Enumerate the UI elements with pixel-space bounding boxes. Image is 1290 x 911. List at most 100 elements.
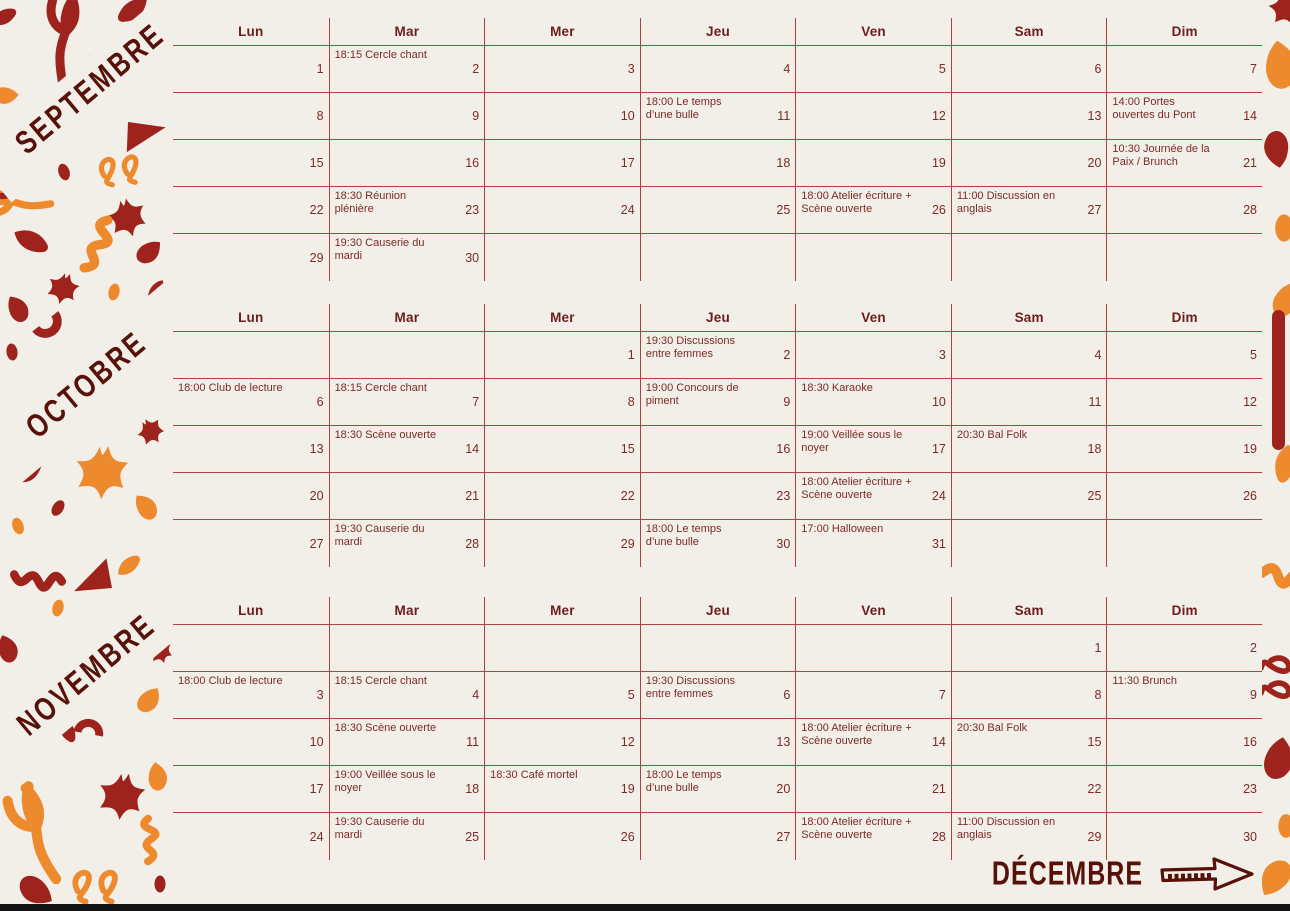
day-header-lun: Lun [238,24,264,39]
calendar-cell: 29 [173,234,329,281]
day-number: 11 [466,735,480,749]
week-row: 24 19:30 Causerie du mardi 25 26 27 18:00 Ate… [173,813,1262,860]
calendar-cell: 27 [639,813,796,860]
calendar-cell: 18:00 Atelier écriture + Scène ouverte 28 [795,813,951,860]
day-number: 23 [776,489,791,503]
calendar-cell: 19:30 Causerie du mardi 30 [328,234,485,281]
calendar-cell: 8 [950,672,1107,718]
calendar-cell: 14:00 Portes ouvertes du Pont 14 [1106,93,1262,139]
day-number: 27 [309,536,324,551]
calendar-cell: 19:30 Discussions entre femmes 6 [639,672,796,718]
calendar-cell: 18:30 Scène ouverte 14 [328,426,485,472]
calendar-cell [1106,520,1262,567]
calendar-cell: 18:00 Atelier écriture + Scène ouverte 26 [795,187,951,233]
calendar-cell: 18:00 Le temps d’une bulle 30 [639,520,796,567]
day-number: 10 [309,735,324,749]
calendar-cell [639,234,796,281]
calendar-cell: 18:15 Cercle chant 7 [328,379,485,425]
calendar-cell [173,332,329,378]
calendar-cell [950,520,1107,567]
day-number: 19 [620,782,635,796]
day-number: 30 [465,250,480,265]
event-text: 19:30 Causerie du mardi [334,237,425,263]
day-number: 6 [783,688,791,702]
event-text: 18:00 Atelier écriture + Scène ouverte [801,816,912,842]
day-number: 5 [938,62,946,76]
day-header-ven: Ven [795,304,951,331]
calendar-cell: 23 [639,473,796,519]
event-text: 18:30 Scène ouverte [334,429,437,441]
month-table-novembre: Lun Mar Mer Jeu Ven Sam Dim 1 2 18:00 Club de lec… [173,597,1262,860]
calendar-cell: 27 [173,520,329,567]
day-number: 22 [1087,782,1102,796]
day-number: 19 [1243,442,1257,456]
day-header-lun: Lun [238,603,264,618]
day-number: 14 [931,735,946,749]
day-header-jeu: Jeu [639,304,796,331]
day-number: 28 [1243,203,1257,217]
day-number: 15 [1087,735,1102,749]
day-number: 7 [472,395,480,409]
day-number: 3 [316,688,324,702]
day-header-mer: Mer [484,597,640,624]
calendar-cell: 1 [950,625,1107,671]
day-number: 6 [316,395,324,409]
day-number: 2 [1250,641,1257,655]
day-number: 30 [1243,829,1257,844]
week-row: 29 19:30 Causerie du mardi 30 [173,234,1262,281]
day-number: 11 [777,109,791,123]
calendar-cell: 24 [173,813,329,860]
day-number: 18 [776,156,791,170]
calendar-cell: 19:00 Veillée sous le noyer 18 [328,766,485,812]
calendar-cell: 12 [1106,379,1262,425]
calendar-cell: 19:30 Causerie du mardi 25 [328,813,485,860]
event-text: 19:00 Concours de piment [645,382,739,408]
day-number: 12 [1243,395,1257,409]
day-number: 7 [938,688,946,702]
day-number: 15 [620,442,635,456]
left-decorative-strip: SEPTEMBRE OCTOBRE NOVEMBRE [0,0,173,904]
calendar-cell: 22 [173,187,329,233]
day-number: 11 [1088,395,1102,409]
calendar-cell: 18:15 Cercle chant 4 [328,672,485,718]
event-text: 18:00 Le temps d’une bulle [645,523,722,549]
day-header-row: Lun Mar Mer Jeu Ven Sam Dim [173,304,1262,332]
calendar-cell: 13 [950,93,1107,139]
calendar-cell: 18 [639,140,796,186]
day-number: 21 [465,489,480,503]
week-row: 18:00 Club de lecture 6 18:15 Cercle chant… [173,379,1262,426]
day-number: 25 [776,203,791,217]
month-table-septembre: Lun Mar Mer Jeu Ven Sam Dim 1 18:15 Cercle chant… [173,18,1262,281]
calendar-area: Lun Mar Mer Jeu Ven Sam Dim 1 18:15 Cercle chant… [173,0,1262,860]
event-text: 11:30 Brunch [1112,675,1178,687]
event-text: 18:30 Scène ouverte [334,722,437,734]
day-number: 7 [1250,62,1257,76]
day-number: 5 [1250,348,1257,362]
calendar-cell: 20 [950,140,1107,186]
day-header-sam: Sam [950,304,1107,331]
month-table-octobre: Lun Mar Mer Jeu Ven Sam Dim 1 19:30 Discussions … [173,304,1262,567]
event-text: 11:00 Discussion en anglais [956,816,1056,842]
day-number: 8 [627,395,635,409]
calendar-cell: 19:00 Concours de piment 9 [639,379,796,425]
calendar-cell: 25 [639,187,796,233]
day-number: 27 [776,829,791,844]
day-number: 22 [309,203,324,217]
calendar-cell: 19 [1106,426,1262,472]
event-text: 10:30 Journée de la Paix / Brunch [1112,143,1210,169]
day-number: 22 [620,489,635,503]
day-header-sam: Sam [950,18,1107,45]
day-number: 16 [776,442,791,456]
december-banner: DÉCEMBRE [992,850,1260,898]
day-number: 8 [316,109,324,123]
day-number: 31 [931,536,946,551]
week-row: 10 18:30 Scène ouverte 11 12 13 18:00 Atelier… [173,719,1262,766]
event-text: 18:30 Karaoke [801,382,873,394]
calendar-cell: 18:00 Club de lecture 6 [173,379,329,425]
calendar-cell: 18:00 Club de lecture 3 [173,672,329,718]
calendar-cell: 16 [328,140,485,186]
calendar-cell: 21 [795,766,951,812]
day-header-row: Lun Mar Mer Jeu Ven Sam Dim [173,597,1262,625]
calendar-cell [1106,234,1262,281]
